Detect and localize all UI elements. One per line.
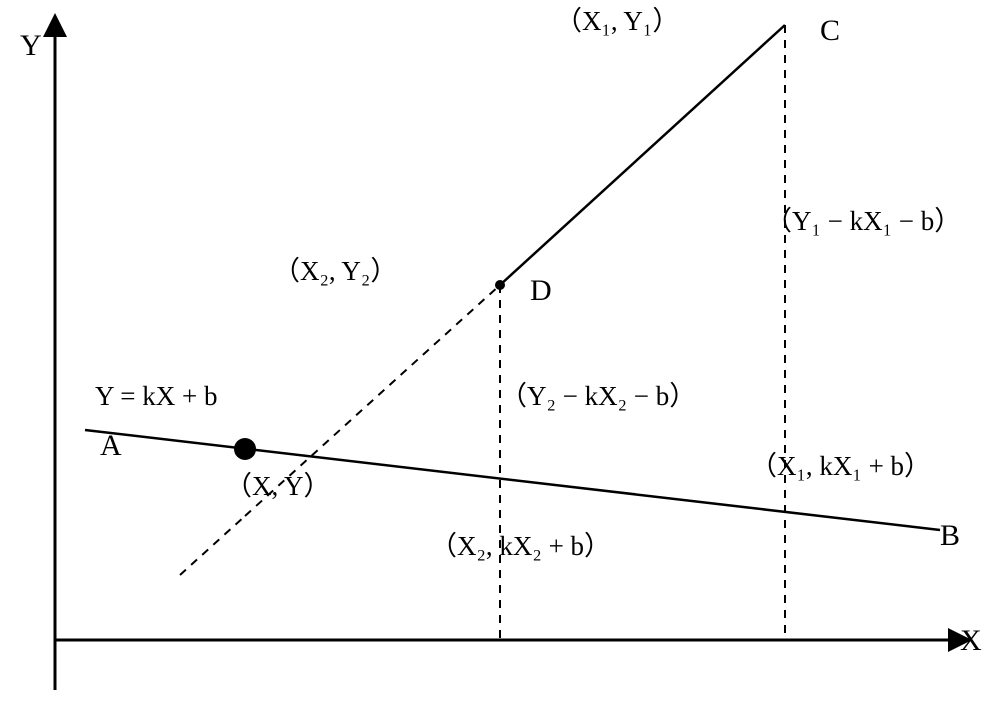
point-D	[495, 280, 505, 290]
intersection-point	[234, 438, 256, 460]
dashed-lower-extension	[180, 516, 245, 575]
annotation-x1-on-line: （X₁, kX₁ + b）	[750, 451, 931, 481]
annotation-y1-minus: （Y₁ − kX₁ − b）	[765, 206, 961, 236]
line-D-C	[500, 25, 785, 285]
point-D-coord: （X₂, Y₂）	[273, 256, 397, 286]
annotation-y2-minus: （Y₂ − kX₂ − b）	[500, 381, 696, 411]
intersection-coord: （X, Y）	[225, 471, 331, 501]
point-C-coord: （X₁, Y₁）	[555, 6, 679, 36]
line-equation: Y = kX + b	[95, 381, 217, 411]
point-B-label: B	[940, 519, 960, 552]
point-D-label: D	[530, 274, 552, 307]
point-A-label: A	[100, 429, 122, 462]
point-C-label: C	[820, 14, 840, 47]
y-axis-label: Y	[20, 29, 42, 62]
annotation-x2-on-line: （X₂, kX₂ + b）	[430, 531, 611, 561]
geometry-diagram: Y X Y = kX + b A B C （X₁, Y₁） D （X₂, Y₂）…	[0, 0, 1000, 701]
x-axis-label: X	[960, 624, 982, 657]
